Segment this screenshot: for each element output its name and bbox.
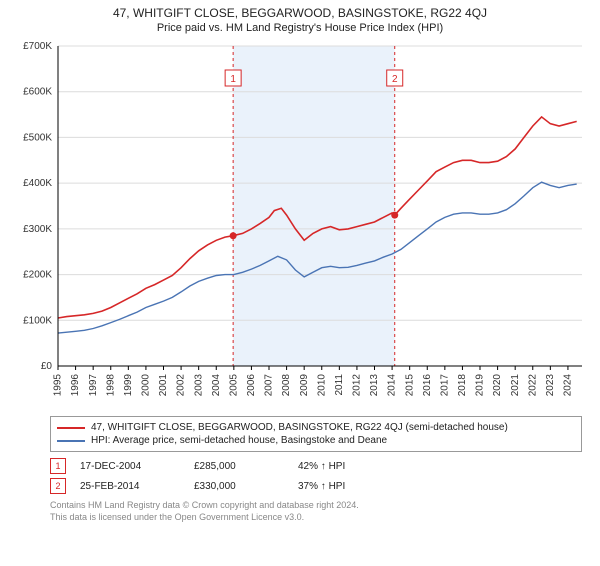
legend-label: HPI: Average price, semi-detached house,… xyxy=(91,435,387,446)
svg-text:2013: 2013 xyxy=(369,374,380,397)
svg-text:2007: 2007 xyxy=(264,374,275,397)
svg-text:1997: 1997 xyxy=(88,374,99,397)
svg-text:2003: 2003 xyxy=(193,374,204,397)
svg-text:2022: 2022 xyxy=(527,374,538,397)
svg-text:2011: 2011 xyxy=(334,374,345,396)
svg-text:2: 2 xyxy=(392,74,398,85)
svg-text:2015: 2015 xyxy=(404,374,415,397)
svg-text:2017: 2017 xyxy=(439,374,450,397)
event-price: £285,000 xyxy=(194,461,284,472)
svg-text:£500K: £500K xyxy=(23,132,52,143)
svg-text:2002: 2002 xyxy=(176,374,187,397)
svg-text:2010: 2010 xyxy=(316,374,327,397)
event-date: 17-DEC-2004 xyxy=(80,461,180,472)
event-row: 2 25-FEB-2014 £330,000 37% ↑ HPI xyxy=(50,476,582,496)
svg-text:£400K: £400K xyxy=(23,178,52,189)
svg-text:£700K: £700K xyxy=(23,41,52,52)
svg-text:2019: 2019 xyxy=(475,374,486,397)
price-chart: £0 £100K £200K £300K £400K £500K £600K £700K 199… xyxy=(10,40,590,410)
svg-text:2014: 2014 xyxy=(387,374,398,397)
legend-item-hpi: HPI: Average price, semi-detached house,… xyxy=(57,434,575,447)
svg-text:2000: 2000 xyxy=(141,374,152,397)
svg-text:£300K: £300K xyxy=(23,224,52,235)
svg-text:1: 1 xyxy=(230,74,236,85)
legend-swatch xyxy=(57,427,85,429)
legend-swatch xyxy=(57,440,85,442)
event-pct: 42% ↑ HPI xyxy=(298,461,388,472)
footnote-line: This data is licensed under the Open Gov… xyxy=(50,512,582,524)
svg-text:1999: 1999 xyxy=(123,374,134,397)
svg-text:2005: 2005 xyxy=(228,374,239,397)
event-marker-icon: 1 xyxy=(50,458,66,474)
event-marker-icon: 2 xyxy=(50,478,66,494)
event-price: £330,000 xyxy=(194,481,284,492)
footnote-line: Contains HM Land Registry data © Crown c… xyxy=(50,500,582,512)
svg-text:2023: 2023 xyxy=(545,374,556,397)
svg-text:2012: 2012 xyxy=(352,374,363,397)
legend-item-property: 47, WHITGIFT CLOSE, BEGGARWOOD, BASINGST… xyxy=(57,421,575,434)
svg-text:1998: 1998 xyxy=(105,374,116,397)
legend: 47, WHITGIFT CLOSE, BEGGARWOOD, BASINGST… xyxy=(50,416,582,452)
chart-subtitle: Price paid vs. HM Land Registry's House … xyxy=(0,22,600,34)
event-pct: 37% ↑ HPI xyxy=(298,481,388,492)
event-row: 1 17-DEC-2004 £285,000 42% ↑ HPI xyxy=(50,456,582,476)
svg-text:2004: 2004 xyxy=(211,374,222,397)
event-table: 1 17-DEC-2004 £285,000 42% ↑ HPI 2 25-FE… xyxy=(50,456,582,496)
svg-text:2016: 2016 xyxy=(422,374,433,397)
svg-text:2021: 2021 xyxy=(510,374,521,397)
footnote: Contains HM Land Registry data © Crown c… xyxy=(50,500,582,523)
svg-text:2018: 2018 xyxy=(457,374,468,397)
svg-text:£100K: £100K xyxy=(23,315,52,326)
svg-text:£600K: £600K xyxy=(23,87,52,98)
svg-text:2001: 2001 xyxy=(158,374,169,397)
svg-text:2009: 2009 xyxy=(299,374,310,397)
svg-text:1995: 1995 xyxy=(53,374,64,397)
svg-text:£0: £0 xyxy=(41,361,53,372)
svg-text:2024: 2024 xyxy=(563,374,574,397)
svg-text:2008: 2008 xyxy=(281,374,292,397)
svg-text:£200K: £200K xyxy=(23,270,52,281)
event-date: 25-FEB-2014 xyxy=(80,481,180,492)
svg-text:2020: 2020 xyxy=(492,374,503,397)
chart-title: 47, WHITGIFT CLOSE, BEGGARWOOD, BASINGST… xyxy=(0,6,600,20)
chart-container: £0 £100K £200K £300K £400K £500K £600K £700K 199… xyxy=(10,40,590,410)
svg-text:2006: 2006 xyxy=(246,374,257,397)
svg-text:1996: 1996 xyxy=(70,374,81,397)
legend-label: 47, WHITGIFT CLOSE, BEGGARWOOD, BASINGST… xyxy=(91,422,508,433)
